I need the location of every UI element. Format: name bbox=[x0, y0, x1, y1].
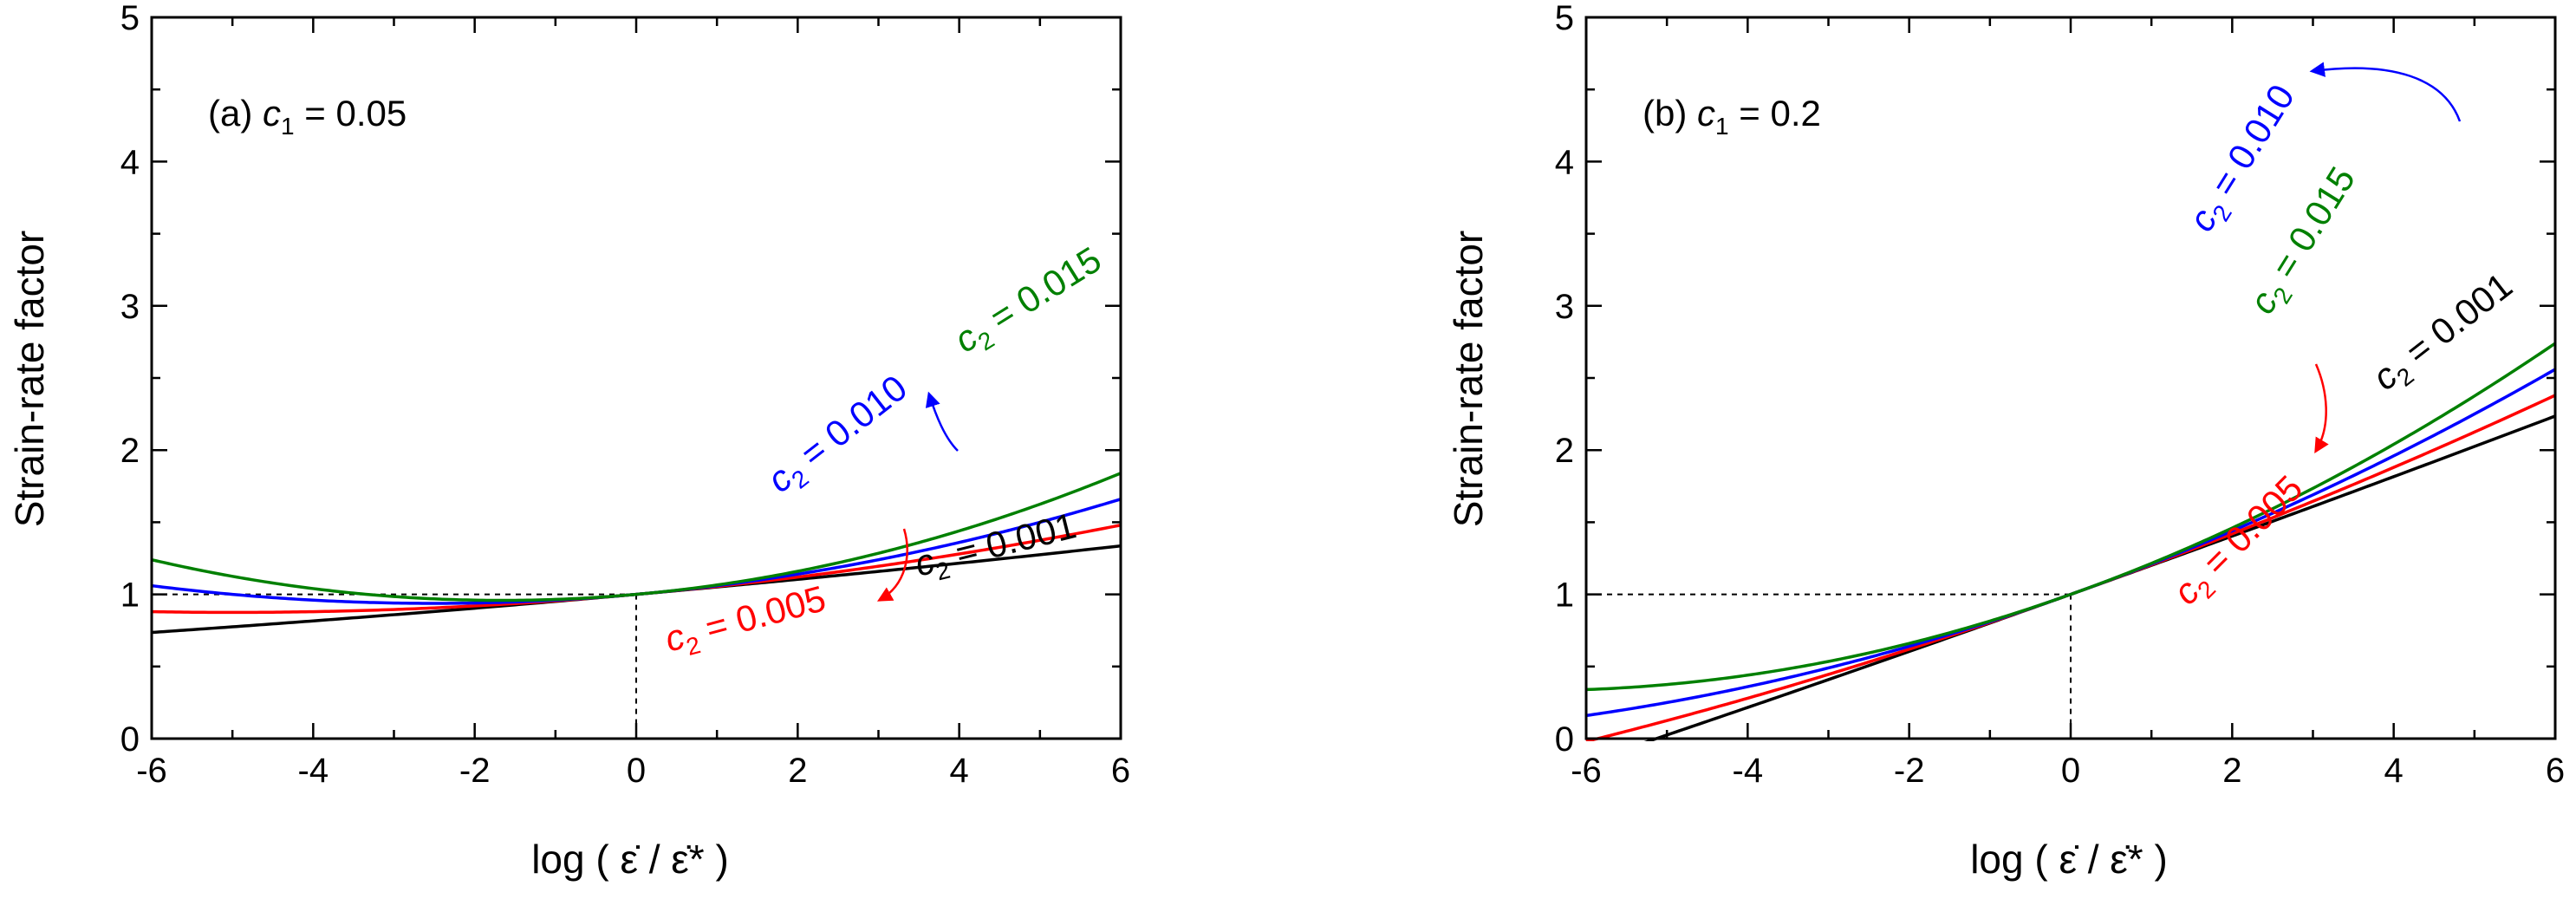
x-tick-label-a-3: 0 bbox=[627, 752, 646, 790]
x-tick-label-a-6: 6 bbox=[1111, 752, 1130, 790]
arrow-a-red bbox=[876, 528, 908, 602]
y-axis-title-b: Strain-rate factor bbox=[1446, 231, 1491, 528]
panel-b: -6 -4 -2 0 2 4 6 0 1 2 3 4 5 log ( ε̇ / … bbox=[1446, 0, 2565, 882]
y-tick-label-a-0: 0 bbox=[120, 720, 140, 759]
x-axis-title-b: log ( ε̇ / ε̇* ) bbox=[1970, 837, 2168, 882]
x-tick-label-a-4: 2 bbox=[788, 752, 807, 790]
curve-label-b-0.001-value: = 0.001 bbox=[2390, 264, 2519, 378]
curve-label-a-0.001-sub: 2 bbox=[933, 557, 953, 586]
panel-title-a-var: c bbox=[263, 93, 281, 134]
y-tick-label-b-2: 2 bbox=[1555, 432, 1574, 470]
y-tick-label-b-5: 5 bbox=[1555, 0, 1574, 37]
x-tick-label-b-3: 0 bbox=[2061, 752, 2080, 790]
x-tick-label-a-0: -6 bbox=[136, 752, 167, 790]
panel-title-a-value: = 0.05 bbox=[295, 93, 407, 134]
curve-label-b-0.015-value: = 0.015 bbox=[2258, 160, 2363, 294]
x-tick-label-b-5: 4 bbox=[2384, 752, 2404, 790]
x-tick-label-b-6: 6 bbox=[2546, 752, 2565, 790]
ticks-b bbox=[1584, 16, 2557, 740]
panel-a: -6 -4 -2 0 2 4 6 0 1 2 3 4 5 log ( ε̇ / … bbox=[7, 0, 1130, 882]
panel-title-a: (a) c1 = 0.05 bbox=[208, 93, 407, 140]
curve-label-a-0.015-value: = 0.015 bbox=[974, 238, 1109, 343]
y-tick-label-b-3: 3 bbox=[1555, 288, 1574, 326]
arrow-b-blue bbox=[2309, 62, 2462, 122]
curve-label-b-0.005: c2 = 0.005 bbox=[2165, 467, 2314, 616]
curve-label-b-0.001: c2 = 0.001 bbox=[2365, 264, 2524, 402]
panel-title-b-prefix: (b) bbox=[1643, 93, 1687, 134]
x-axis-title-a: log ( ε̇ / ε̇* ) bbox=[531, 837, 729, 882]
x-tick-label-b-2: -2 bbox=[1894, 752, 1925, 790]
arrow-a-blue bbox=[925, 391, 959, 452]
curve-label-b-0.015: c2 = 0.015 bbox=[2241, 160, 2368, 323]
curve-label-a-0.005-sub: 2 bbox=[683, 631, 703, 661]
x-tick-label-a-1: -4 bbox=[298, 752, 329, 790]
curve-label-a-0.010: c2 = 0.010 bbox=[760, 367, 919, 505]
series-line-b-c2-0.010 bbox=[1585, 368, 2556, 718]
panel-title-b-value: = 0.2 bbox=[1729, 93, 1821, 134]
y-tick-label-a-1: 1 bbox=[120, 577, 140, 615]
x-tick-label-b-1: -4 bbox=[1733, 752, 1764, 790]
x-tick-label-b-4: 2 bbox=[2222, 752, 2241, 790]
y-tick-label-b-4: 4 bbox=[1555, 143, 1574, 181]
panel-title-b: (b) c1 = 0.2 bbox=[1643, 93, 1821, 140]
arrow-b-red bbox=[2314, 363, 2329, 454]
curve-label-b-0.010: c2 = 0.010 bbox=[2181, 77, 2307, 241]
series-line-b-c2-0.015 bbox=[1585, 342, 2556, 692]
y-tick-label-a-5: 5 bbox=[120, 0, 140, 37]
series-line-a-c2-0.015 bbox=[151, 472, 1122, 603]
panel-title-b-sub: 1 bbox=[1715, 113, 1729, 140]
y-tick-label-b-1: 1 bbox=[1555, 577, 1574, 615]
ticks-a bbox=[150, 16, 1122, 740]
y-tick-label-b-0: 0 bbox=[1555, 720, 1574, 759]
x-tick-label-a-5: 4 bbox=[950, 752, 969, 790]
y-tick-label-a-4: 4 bbox=[120, 143, 140, 181]
panel-title-a-sub: 1 bbox=[281, 113, 295, 140]
y-tick-label-a-2: 2 bbox=[120, 432, 140, 470]
curve-label-b-0.010-value: = 0.010 bbox=[2197, 77, 2302, 212]
curve-label-a-0.010-value: = 0.010 bbox=[784, 367, 914, 480]
panel-title-a-prefix: (a) bbox=[208, 93, 252, 134]
panel-title-b-var: c bbox=[1697, 93, 1715, 134]
x-tick-label-b-0: -6 bbox=[1571, 752, 1602, 790]
y-tick-label-a-3: 3 bbox=[120, 288, 140, 326]
curve-label-b-0.005-value: = 0.005 bbox=[2188, 467, 2310, 590]
y-axis-title-a: Strain-rate factor bbox=[7, 231, 52, 528]
curve-label-a-0.015: c2 = 0.015 bbox=[947, 238, 1111, 365]
x-tick-label-a-2: -2 bbox=[459, 752, 491, 790]
